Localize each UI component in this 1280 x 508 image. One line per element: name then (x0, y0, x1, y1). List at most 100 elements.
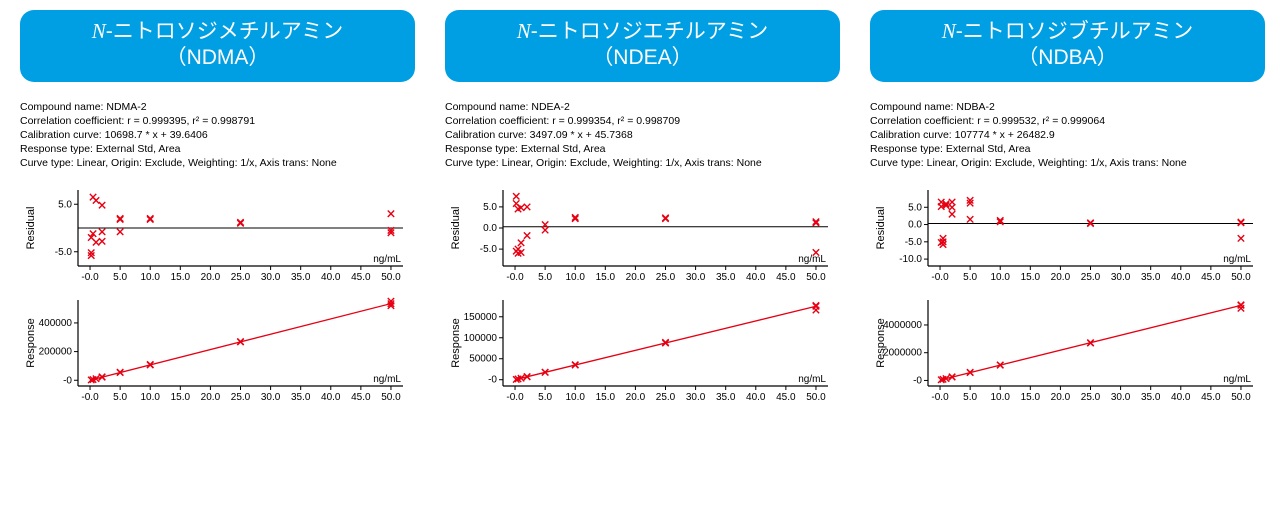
panel-ndma: N-ニトロソジメチルアミン （NDMA） Compound name: NDMA… (20, 10, 415, 412)
svg-text:50.0: 50.0 (1231, 392, 1251, 403)
residual-chart: -5.00.05.0-0.05.010.015.020.025.030.035.… (445, 182, 840, 292)
svg-text:ng/mL: ng/mL (373, 374, 401, 385)
svg-text:5.0: 5.0 (483, 202, 497, 213)
svg-text:15.0: 15.0 (1021, 392, 1041, 403)
svg-text:ng/mL: ng/mL (373, 254, 401, 265)
svg-text:-5.0: -5.0 (55, 247, 73, 258)
svg-text:25.0: 25.0 (1081, 272, 1101, 283)
svg-text:25.0: 25.0 (1081, 392, 1101, 403)
response-chart: -0200000400000-0.05.010.015.020.025.030.… (20, 292, 415, 412)
svg-text:45.0: 45.0 (1201, 272, 1221, 283)
meta-corr: Correlation coefficient: r = 0.999532, r… (870, 114, 1265, 128)
meta-curve: Calibration curve: 3497.09 * x + 45.7368 (445, 128, 840, 142)
svg-text:20.0: 20.0 (626, 272, 646, 283)
svg-text:40.0: 40.0 (1171, 272, 1191, 283)
meta-block: Compound name: NDBA-2 Correlation coeffi… (870, 100, 1265, 171)
svg-text:35.0: 35.0 (1141, 392, 1161, 403)
svg-text:0.0: 0.0 (483, 223, 497, 234)
svg-text:45.0: 45.0 (776, 272, 796, 283)
title-prefix: N (517, 19, 531, 43)
svg-text:20.0: 20.0 (626, 392, 646, 403)
svg-text:-0.0: -0.0 (931, 272, 949, 283)
svg-text:30.0: 30.0 (1111, 272, 1131, 283)
svg-text:ng/mL: ng/mL (798, 374, 826, 385)
svg-text:50.0: 50.0 (381, 392, 401, 403)
panel-row: N-ニトロソジメチルアミン （NDMA） Compound name: NDMA… (20, 10, 1260, 412)
svg-text:4000000: 4000000 (883, 320, 922, 331)
title-prefix: N (92, 19, 106, 43)
meta-block: Compound name: NDEA-2 Correlation coeffi… (445, 100, 840, 171)
svg-text:5.0: 5.0 (113, 272, 127, 283)
svg-text:5.0: 5.0 (963, 392, 977, 403)
svg-text:25.0: 25.0 (656, 392, 676, 403)
svg-text:10.0: 10.0 (140, 392, 160, 403)
svg-text:15.0: 15.0 (171, 272, 191, 283)
svg-text:5.0: 5.0 (538, 392, 552, 403)
meta-compound: Compound name: NDEA-2 (445, 100, 840, 114)
meta-block: Compound name: NDMA-2 Correlation coeffi… (20, 100, 415, 171)
meta-corr: Correlation coefficient: r = 0.999354, r… (445, 114, 840, 128)
svg-text:50.0: 50.0 (381, 272, 401, 283)
meta-corr: Correlation coefficient: r = 0.999395, r… (20, 114, 415, 128)
svg-text:50.0: 50.0 (806, 392, 826, 403)
panel-title: N-ニトロソジブチルアミン （NDBA） (870, 10, 1265, 82)
svg-text:15.0: 15.0 (1021, 272, 1041, 283)
residual-chart: -10.0-5.00.05.0-0.05.010.015.020.025.030… (870, 182, 1265, 292)
svg-text:35.0: 35.0 (291, 392, 311, 403)
svg-text:35.0: 35.0 (716, 272, 736, 283)
svg-text:10.0: 10.0 (990, 272, 1010, 283)
panel-ndea: N-ニトロソジエチルアミン （NDEA） Compound name: NDEA… (445, 10, 840, 412)
svg-text:25.0: 25.0 (231, 272, 251, 283)
svg-text:ng/mL: ng/mL (1223, 254, 1251, 265)
svg-text:35.0: 35.0 (291, 272, 311, 283)
svg-text:40.0: 40.0 (1171, 392, 1191, 403)
meta-ctype: Curve type: Linear, Origin: Exclude, Wei… (20, 156, 415, 170)
panel-title: N-ニトロソジメチルアミン （NDMA） (20, 10, 415, 82)
meta-ctype: Curve type: Linear, Origin: Exclude, Wei… (870, 156, 1265, 170)
svg-text:45.0: 45.0 (776, 392, 796, 403)
svg-text:0.0: 0.0 (908, 220, 922, 231)
svg-text:30.0: 30.0 (686, 272, 706, 283)
title-abbrev: （NDBA） (876, 45, 1259, 71)
svg-text:20.0: 20.0 (1051, 392, 1071, 403)
residual-chart: -5.05.0-0.05.010.015.020.025.030.035.040… (20, 182, 415, 292)
title-rest: -ニトロソジブチルアミン (956, 20, 1194, 43)
title-prefix: N (942, 19, 956, 43)
svg-text:30.0: 30.0 (1111, 392, 1131, 403)
svg-text:30.0: 30.0 (261, 392, 281, 403)
svg-text:50000: 50000 (469, 354, 497, 365)
svg-text:2000000: 2000000 (883, 348, 922, 359)
svg-text:30.0: 30.0 (686, 392, 706, 403)
svg-text:-0: -0 (913, 376, 922, 387)
svg-text:50.0: 50.0 (806, 272, 826, 283)
meta-curve: Calibration curve: 10698.7 * x + 39.6406 (20, 128, 415, 142)
svg-text:5.0: 5.0 (58, 200, 72, 211)
svg-text:Residual: Residual (875, 207, 887, 250)
svg-text:-0: -0 (63, 376, 72, 387)
svg-text:-10.0: -10.0 (899, 254, 922, 265)
svg-text:15.0: 15.0 (596, 392, 616, 403)
svg-text:-5.0: -5.0 (480, 244, 498, 255)
svg-text:15.0: 15.0 (596, 272, 616, 283)
svg-text:ng/mL: ng/mL (1223, 374, 1251, 385)
title-rest: -ニトロソジエチルアミン (531, 20, 769, 43)
svg-text:5.0: 5.0 (538, 272, 552, 283)
svg-text:-0.0: -0.0 (931, 392, 949, 403)
title-abbrev: （NDEA） (451, 45, 834, 71)
svg-text:25.0: 25.0 (231, 392, 251, 403)
svg-text:45.0: 45.0 (351, 272, 371, 283)
meta-resp: Response type: External Std, Area (20, 142, 415, 156)
svg-text:ng/mL: ng/mL (798, 254, 826, 265)
svg-text:50.0: 50.0 (1231, 272, 1251, 283)
svg-text:Residual: Residual (25, 207, 37, 250)
svg-text:40.0: 40.0 (746, 392, 766, 403)
svg-text:45.0: 45.0 (351, 392, 371, 403)
title-abbrev: （NDMA） (26, 45, 409, 71)
svg-text:-0.0: -0.0 (81, 392, 99, 403)
meta-resp: Response type: External Std, Area (870, 142, 1265, 156)
svg-text:20.0: 20.0 (201, 392, 221, 403)
response-chart: -020000004000000-0.05.010.015.020.025.03… (870, 292, 1265, 412)
svg-text:-5.0: -5.0 (905, 237, 923, 248)
svg-text:10.0: 10.0 (140, 272, 160, 283)
svg-text:35.0: 35.0 (716, 392, 736, 403)
